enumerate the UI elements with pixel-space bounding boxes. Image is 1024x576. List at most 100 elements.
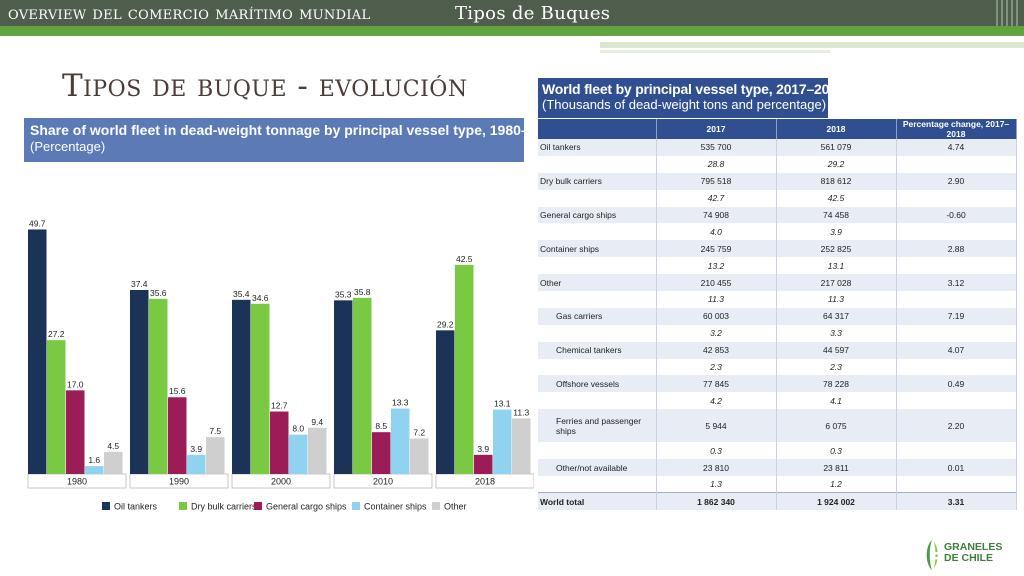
row-label: [538, 223, 657, 241]
decorative-line: [600, 50, 830, 53]
table-row-percentage: 3.2 3.3: [538, 324, 1017, 342]
table-cell: 4.07: [896, 341, 1017, 359]
table-cell: 13.2: [656, 257, 777, 275]
table-cell: 7.19: [896, 307, 1017, 325]
bar: [493, 409, 512, 474]
table-cell: 11.3: [656, 291, 777, 308]
table-cell: 6 075: [776, 409, 897, 443]
data-label: 35.6: [150, 288, 167, 298]
table-cell: 210 455: [656, 274, 777, 292]
bar: [270, 411, 289, 474]
chart-header: Share of world fleet in dead-weight tonn…: [24, 118, 560, 162]
table-cell: 4.74: [896, 139, 1017, 156]
bar: [289, 434, 308, 474]
x-tick-label: 2010: [373, 477, 393, 487]
bar: [474, 454, 493, 474]
bar: [455, 264, 474, 474]
bar: [130, 289, 149, 474]
logo-leaf-icon: [926, 540, 940, 570]
table-header: World fleet by principal vessel type, 20…: [538, 78, 845, 118]
table-row-percentage: 42.7 42.5: [538, 189, 1017, 207]
table-row: Other/not available 23 810 23 811 0.01: [538, 459, 1017, 477]
table-row: Other 210 455 217 028 3.12: [538, 274, 1017, 292]
bar: [149, 298, 168, 474]
row-label: [538, 189, 657, 207]
bar: [410, 438, 429, 474]
bar: [85, 466, 104, 474]
column-header: 2018: [776, 119, 897, 139]
bar: [28, 229, 47, 474]
header-green-band: [0, 26, 1024, 36]
data-label: 37.4: [131, 279, 148, 289]
table-cell: 77 845: [656, 375, 777, 393]
table-cell: 74 458: [776, 206, 897, 224]
table-row-percentage: 11.3 11.3: [538, 291, 1017, 308]
header-section-title: overview del comercio marítimo mundial: [8, 3, 371, 24]
row-label: Gas carriers: [538, 307, 657, 325]
table-cell: [896, 291, 1017, 308]
column-header: 2017: [656, 119, 777, 139]
table-row-percentage: 0.3 0.3: [538, 442, 1017, 460]
x-tick-label: 1990: [169, 477, 189, 487]
table-row-percentage: 28.8 29.2: [538, 155, 1017, 173]
column-header: Percentage change, 2017–2018: [896, 119, 1017, 139]
data-label: 3.9: [477, 444, 489, 454]
table-cell: [896, 358, 1017, 376]
table-cell: 2.88: [896, 240, 1017, 258]
graneles-de-chile-logo: GRANELES DE CHILE: [922, 538, 1022, 572]
data-label: 42.5: [456, 254, 473, 264]
row-label: Offshore vessels: [538, 375, 657, 393]
legend-swatch: [102, 502, 110, 510]
table-cell: 0.49: [896, 375, 1017, 393]
bar: [308, 427, 327, 474]
data-label: 8.5: [375, 421, 387, 431]
row-label: Chemical tankers: [538, 341, 657, 359]
table-cell: 29.2: [776, 155, 897, 173]
table-cell: 3.31: [896, 492, 1017, 510]
table-cell: 4.2: [656, 392, 777, 410]
table-cell: 252 825: [776, 240, 897, 258]
bar: [391, 408, 410, 474]
table-cell: 245 759: [656, 240, 777, 258]
table-cell: 4.0: [656, 223, 777, 241]
data-label: 9.4: [311, 417, 323, 427]
table-cell: 561 079: [776, 139, 897, 156]
table-cell: [896, 155, 1017, 173]
x-tick-label: 2018: [475, 477, 495, 487]
row-label: [538, 442, 657, 460]
table-cell: [896, 392, 1017, 410]
table-cell: 2.90: [896, 172, 1017, 190]
table-cell: 3.3: [776, 324, 897, 342]
bar: [66, 390, 85, 474]
bar: [104, 451, 123, 474]
data-label: 7.2: [413, 428, 425, 438]
row-label: Other: [538, 274, 657, 292]
table-cell: 1.2: [776, 476, 897, 493]
row-label: General cargo ships: [538, 206, 657, 224]
table-cell: 28.8: [656, 155, 777, 173]
table-row: Oil tankers 535 700 561 079 4.74: [538, 139, 1017, 156]
table-row: Dry bulk carriers 795 518 818 612 2.90: [538, 172, 1017, 190]
bar: [512, 418, 531, 474]
table-row: Container ships 245 759 252 825 2.88: [538, 240, 1017, 258]
table-cell: 2.3: [656, 358, 777, 376]
logo-line-2: DE CHILE: [944, 552, 994, 564]
legend-label: General cargo ships: [266, 502, 347, 512]
data-label: 8.0: [292, 424, 304, 434]
table-title: World fleet by principal vessel type, 20…: [542, 81, 845, 97]
table-cell: 13.1: [776, 257, 897, 275]
data-label: 29.2: [437, 319, 454, 329]
decorative-line: [600, 42, 1024, 48]
row-label: Dry bulk carriers: [538, 172, 657, 190]
bar: [232, 299, 251, 474]
header-decoration: [996, 0, 1018, 26]
legend-label: Other: [444, 502, 467, 512]
row-label: Oil tankers: [538, 139, 657, 156]
table-row: Chemical tankers 42 853 44 597 4.07: [538, 341, 1017, 359]
row-label: [538, 257, 657, 275]
legend-label: Oil tankers: [114, 502, 158, 512]
x-tick-label: 2000: [271, 477, 291, 487]
bar: [372, 432, 391, 474]
bar: [251, 303, 270, 474]
legend-swatch: [352, 502, 360, 510]
